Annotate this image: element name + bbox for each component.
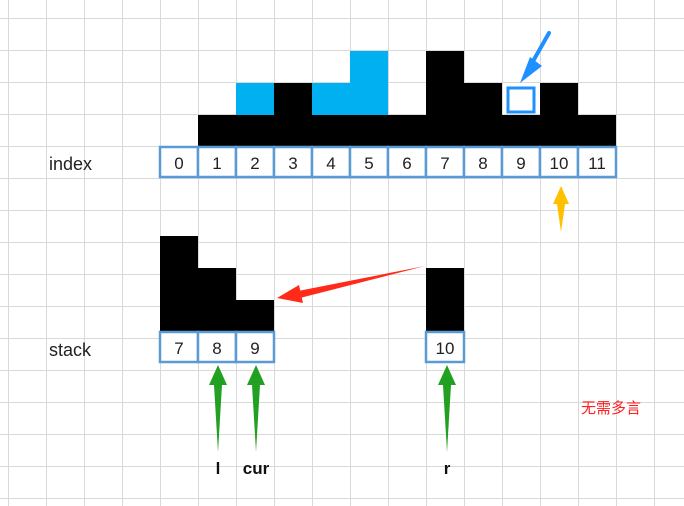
index-number: 11 — [588, 154, 606, 173]
right-number: 10 — [436, 339, 455, 358]
index-number: 1 — [212, 154, 221, 173]
index-number: 4 — [326, 154, 335, 173]
index-number: 5 — [364, 154, 373, 173]
l-pointer-label: l — [216, 459, 221, 478]
index-number: 3 — [288, 154, 297, 173]
index-cell — [386, 145, 428, 179]
index-label: index — [49, 154, 92, 174]
cur-pointer-arrow-icon — [247, 365, 265, 452]
elevation-bar — [502, 115, 540, 147]
stack-number: 8 — [212, 339, 221, 358]
right-cell-box — [424, 330, 466, 364]
index-cell — [576, 145, 618, 179]
elevation-bar — [540, 83, 578, 147]
elevation-bar — [426, 51, 464, 147]
stack-number: 7 — [174, 339, 183, 358]
stack-bar — [236, 300, 274, 332]
index-cell — [500, 145, 542, 179]
stack-bar — [198, 268, 236, 332]
elevation-bar — [236, 115, 274, 147]
cur-pointer-label: cur — [243, 459, 270, 478]
stack-number: 9 — [250, 339, 259, 358]
elevation-bar — [578, 115, 616, 147]
index-number: 7 — [440, 154, 449, 173]
r-pointer-label: r — [444, 459, 451, 478]
water-block — [236, 83, 274, 115]
index-row: 0 1 2 3 4 5 6 7 8 9 10 11 — [158, 145, 618, 179]
pointer-arrows — [209, 365, 456, 452]
stack-row: 7 8 9 — [158, 330, 276, 364]
right-bar-block — [426, 268, 464, 332]
current-water-cell — [506, 86, 536, 114]
elevation-bar — [198, 115, 236, 147]
elevation-bar — [274, 83, 312, 147]
elevation-bar — [350, 115, 388, 147]
stack-label: stack — [49, 340, 92, 360]
index-number: 9 — [516, 154, 525, 173]
stack-bar — [160, 236, 198, 332]
elevation-bar — [464, 83, 502, 147]
note-text: 无需多言 — [581, 400, 641, 417]
index-number: 0 — [174, 154, 183, 173]
blue-arrow-icon — [520, 31, 551, 83]
water-block — [350, 51, 388, 115]
l-pointer-arrow-icon — [209, 365, 227, 452]
elevation-bars — [198, 51, 616, 147]
index-number: 10 — [550, 154, 569, 173]
trapped-water — [236, 51, 388, 115]
orange-up-arrow-icon — [553, 186, 569, 232]
stack-cell — [234, 330, 276, 364]
index-number: 2 — [250, 154, 259, 173]
elevation-bar — [388, 115, 426, 147]
stack-bars — [160, 236, 274, 332]
index-number: 8 — [478, 154, 487, 173]
water-block — [312, 83, 350, 115]
red-arrow-icon — [277, 266, 425, 303]
right-cell: 10 — [424, 330, 466, 364]
index-number: 6 — [402, 154, 411, 173]
r-pointer-arrow-icon — [438, 365, 456, 452]
stack-cell — [158, 330, 200, 364]
elevation-bar — [312, 115, 350, 147]
right-bar — [426, 268, 464, 332]
